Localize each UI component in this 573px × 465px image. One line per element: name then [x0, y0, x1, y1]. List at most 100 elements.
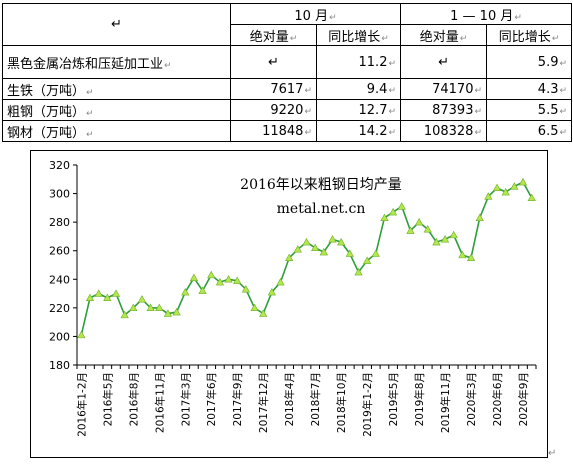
y-tick-label: 200 [49, 330, 70, 343]
return-mark: ↵ [559, 127, 568, 138]
data-point [267, 287, 276, 296]
cell-value: 108328 [423, 123, 474, 139]
data-point [484, 192, 493, 200]
col-header-oct-abs: 绝对量↵ [230, 24, 317, 46]
x-tick-label: 2019年8月 [413, 372, 426, 426]
col-abs-label: 绝对量 [419, 29, 459, 45]
cell-value: 12.7 [358, 102, 388, 118]
cell-ytd-yoy: 4.3↵ [486, 78, 573, 100]
col-header-oct-yoy: 同比增长↵ [315, 24, 402, 46]
data-point [111, 289, 121, 297]
table-row: 黑色金属冶炼和压延加工业↵ ↵ 11.2↵ ↵ 5.9↵ [2, 45, 573, 79]
data-point [259, 309, 268, 317]
return-mark: ↵ [459, 33, 468, 44]
x-tick-label: 2017年12月 [257, 372, 270, 433]
data-point [198, 286, 207, 294]
data-point [285, 253, 294, 262]
data-point [181, 287, 190, 296]
x-tick-label: 2017年9月 [231, 372, 244, 426]
return-mark: ↵ [474, 127, 483, 138]
line-chart: 180 200 220 240 260 280 300 320 2016年1-2月 2016年5月… [49, 159, 537, 437]
return-mark: ↵ [164, 60, 172, 71]
cell-value: 5.5 [537, 102, 559, 118]
col-yoy-label: 同比增长 [498, 29, 551, 45]
cell-oct-yoy: 9.4↵ [315, 78, 402, 100]
y-tick-label: 280 [49, 216, 70, 229]
cell-oct-abs: 9220↵ [230, 99, 317, 121]
x-tick-label: 2020年3月 [465, 372, 478, 426]
return-mark: ↵ [304, 85, 312, 96]
cell-oct-yoy: 12.7↵ [315, 99, 402, 121]
cell-ytd-abs: 108328↵ [400, 120, 488, 142]
cell-ytd-yoy: 6.5↵ [486, 120, 573, 142]
return-mark: ↵ [559, 106, 568, 117]
cell-value: 9.4 [366, 81, 388, 97]
x-tick-label: 2018年10月 [335, 372, 348, 433]
x-tick-label: 2019年5月 [387, 372, 400, 426]
cell-ytd-abs: 87393↵ [400, 99, 488, 121]
return-mark: ↵ [86, 129, 94, 140]
data-point [440, 235, 450, 243]
cell-value: 5.9 [537, 54, 559, 70]
data-point [423, 225, 432, 233]
table-corner-cell: ↵ [2, 3, 231, 46]
data-point [363, 256, 372, 264]
data-point [380, 213, 389, 222]
data-point [215, 277, 225, 286]
cell-value: 7617 [270, 81, 304, 97]
cell-oct-abs: 7617↵ [230, 78, 317, 100]
col-header-ytd-abs: 绝对量↵ [400, 24, 488, 46]
x-tick-label: 2020年9月 [517, 372, 530, 426]
row-label: 生铁（万吨）↵ [2, 78, 231, 100]
cell-oct-abs: 11848↵ [230, 120, 317, 142]
x-tick-label: 2018年7月 [309, 372, 322, 426]
data-point [163, 309, 173, 317]
chart-title: 2016年以来粗钢日均产量 [240, 177, 402, 193]
data-point [354, 267, 363, 276]
data-point [345, 249, 354, 257]
data-point [172, 307, 181, 316]
return-mark: ↵ [304, 127, 312, 138]
cell-value: 9220 [270, 102, 304, 118]
x-tick-label: 2016年5月 [101, 372, 114, 426]
col-yoy-label: 同比增长 [328, 29, 381, 45]
cell-value: 11848 [262, 123, 304, 139]
data-point [414, 217, 424, 226]
cell-oct-yoy: 11.2↵ [315, 45, 402, 79]
data-point [371, 249, 380, 257]
data-point [319, 247, 328, 256]
data-point [189, 273, 199, 282]
return-mark: ↵ [474, 85, 483, 96]
return-mark: ↵ [559, 58, 568, 69]
data-point [250, 303, 259, 312]
table-row: 钢材（万吨）↵ 11848↵ 14.2↵ 108328↵ 6.5↵ [2, 120, 573, 142]
data-point [388, 207, 398, 216]
y-tick-label: 220 [49, 302, 70, 315]
data-point [207, 270, 216, 279]
data-point [397, 202, 406, 210]
data-point [510, 182, 519, 190]
row-label: 钢材（万吨）↵ [2, 120, 231, 142]
cell-oct-yoy: 14.2↵ [315, 120, 402, 142]
x-tick-label: 2016年8月 [127, 372, 140, 426]
return-mark: ↵ [514, 12, 522, 23]
header-october: 10 月↵ [229, 3, 402, 25]
return-mark: ↵ [388, 85, 397, 96]
table-header-row-2: 绝对量↵ 同比增长↵ 绝对量↵ 同比增长↵ [3, 24, 573, 46]
y-tick-label: 180 [49, 359, 70, 372]
cell-ytd-abs: 74170↵ [400, 78, 488, 100]
data-point [103, 293, 112, 302]
data-point [94, 289, 103, 297]
cell-ytd-yoy: 5.5↵ [486, 99, 573, 121]
header-jan-oct-label: 1 — 10 月 [450, 8, 514, 24]
data-point [432, 237, 441, 246]
col-abs-label: 绝对量 [249, 29, 289, 45]
data-point [458, 250, 467, 259]
y-tick-label: 320 [49, 159, 70, 172]
y-tick-label: 300 [49, 188, 70, 201]
return-mark: ↵ [474, 106, 483, 117]
x-tick-label: 2017年6月 [205, 372, 218, 426]
x-tick-label: 2017年3月 [179, 372, 192, 426]
data-point [449, 230, 458, 239]
return-mark: ↵ [551, 33, 560, 44]
